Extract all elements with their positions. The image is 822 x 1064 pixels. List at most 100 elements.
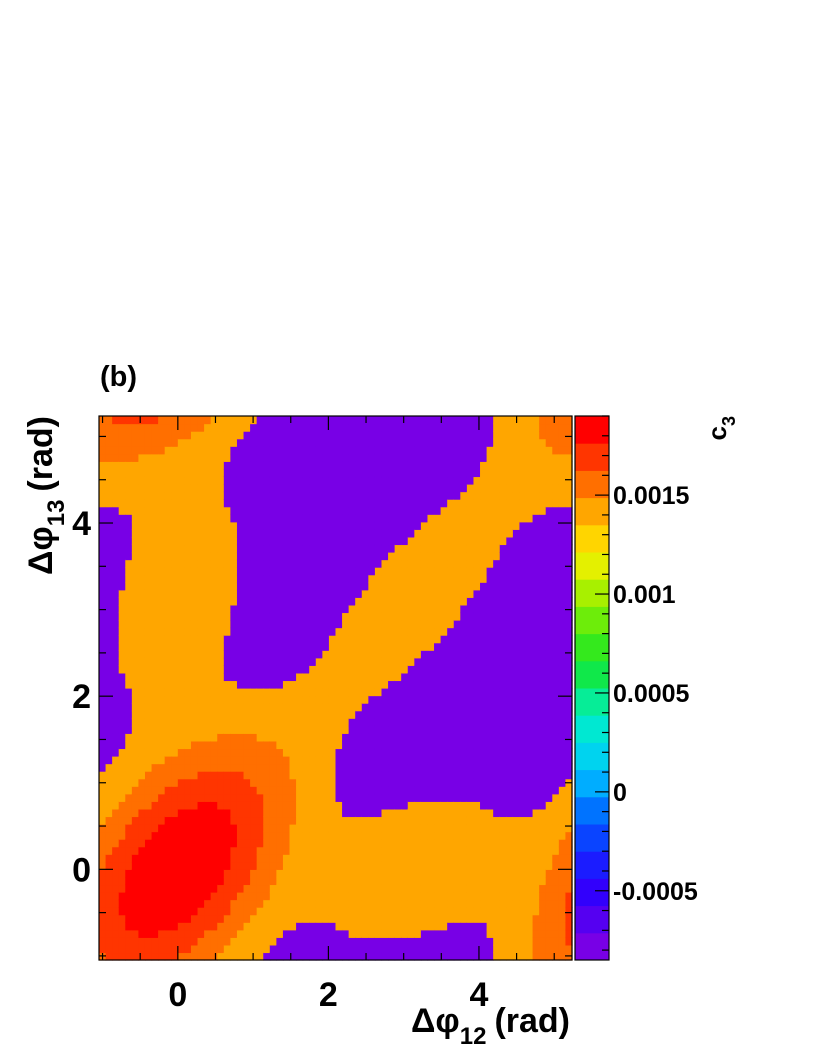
heatmap-cell xyxy=(210,824,218,833)
heatmap-cell xyxy=(131,544,140,553)
heatmap-cell xyxy=(309,793,317,802)
heatmap-cell xyxy=(466,461,475,470)
heatmap-cell xyxy=(447,499,455,508)
heatmap-cell xyxy=(480,552,488,561)
heatmap-cell xyxy=(131,816,140,825)
heatmap-cell xyxy=(256,574,264,583)
heatmap-cell xyxy=(177,831,185,840)
heatmap-cell xyxy=(158,846,166,855)
heatmap-cell xyxy=(250,786,258,795)
heatmap-cell xyxy=(460,846,468,855)
heatmap-cell xyxy=(210,597,218,606)
heatmap-cell xyxy=(480,423,488,432)
heatmap-cell xyxy=(460,499,468,508)
heatmap-cell xyxy=(171,944,179,954)
heatmap-cell xyxy=(296,453,304,462)
heatmap-cell xyxy=(105,899,113,908)
heatmap-cell xyxy=(289,725,297,734)
heatmap-cell xyxy=(256,952,264,961)
heatmap-cell xyxy=(361,952,369,961)
heatmap-cell xyxy=(171,839,179,848)
heatmap-cell xyxy=(243,484,251,493)
heatmap-cell xyxy=(466,869,475,878)
heatmap-cell xyxy=(506,929,514,938)
heatmap-cell xyxy=(105,733,113,742)
heatmap-cell xyxy=(368,476,376,485)
heatmap-cell xyxy=(204,665,212,674)
heatmap-cell xyxy=(158,438,166,447)
heatmap-cell xyxy=(499,431,507,440)
heatmap-cell xyxy=(361,484,369,493)
heatmap-cell xyxy=(355,582,363,591)
heatmap-cell xyxy=(289,461,297,470)
heatmap-cell xyxy=(230,431,238,440)
heatmap-cell xyxy=(315,597,323,606)
heatmap-cell xyxy=(112,544,120,553)
heatmap-cell xyxy=(545,612,553,621)
heatmap-cell xyxy=(315,793,323,802)
heatmap-cell xyxy=(230,582,238,591)
heatmap-cell xyxy=(210,650,218,659)
heatmap-cell xyxy=(118,869,126,878)
heatmap-cell xyxy=(263,672,271,682)
heatmap-cell xyxy=(125,839,133,848)
heatmap-cell xyxy=(506,763,514,772)
heatmap-cell xyxy=(243,620,251,629)
heatmap-cell xyxy=(164,869,172,878)
heatmap-cell xyxy=(466,824,475,833)
heatmap-cell xyxy=(118,771,126,780)
heatmap-cell xyxy=(348,786,356,795)
heatmap-cell xyxy=(368,892,376,901)
heatmap-cell xyxy=(447,801,455,810)
heatmap-cell xyxy=(184,635,192,644)
heatmap-cell xyxy=(190,899,199,908)
heatmap-cell xyxy=(151,808,159,818)
heatmap-cell xyxy=(499,672,507,682)
heatmap-cell xyxy=(486,672,494,682)
heatmap-cell xyxy=(276,839,284,848)
heatmap-cell xyxy=(388,559,396,568)
heatmap-cell xyxy=(276,567,284,576)
heatmap-cell xyxy=(223,461,231,470)
heatmap-cell xyxy=(453,854,461,863)
heatmap-cell xyxy=(512,491,521,500)
heatmap-cell xyxy=(447,612,455,621)
heatmap-cell xyxy=(401,642,409,651)
heatmap-cell xyxy=(486,416,494,425)
heatmap-cell xyxy=(151,922,159,931)
heatmap-cell xyxy=(256,876,264,886)
heatmap-cell xyxy=(204,635,212,644)
heatmap-cell xyxy=(447,635,455,644)
heatmap-cell xyxy=(263,612,271,621)
heatmap-cell xyxy=(112,740,120,750)
heatmap-cell xyxy=(473,468,481,478)
heatmap-cell xyxy=(335,808,343,818)
heatmap-cell xyxy=(545,657,553,666)
heatmap-cell xyxy=(223,627,231,636)
heatmap-cell xyxy=(328,748,337,757)
heatmap-cell xyxy=(355,801,363,810)
heatmap-cell xyxy=(256,627,264,636)
heatmap-cell xyxy=(302,816,310,825)
heatmap-cell xyxy=(276,944,284,954)
heatmap-cell xyxy=(282,567,291,576)
heatmap-cell xyxy=(532,567,540,576)
heatmap-cell xyxy=(486,657,494,666)
heatmap-cell xyxy=(447,680,455,689)
heatmap-cell xyxy=(499,468,507,478)
heatmap-cell xyxy=(118,672,126,682)
heatmap-cell xyxy=(125,567,133,576)
heatmap-cell xyxy=(125,506,133,515)
heatmap-cell xyxy=(302,672,310,682)
heatmap-cell xyxy=(328,423,337,432)
heatmap-cell xyxy=(447,650,455,659)
heatmap-cell xyxy=(401,468,409,478)
heatmap-cell xyxy=(499,461,507,470)
heatmap-cell xyxy=(545,740,553,750)
heatmap-cell xyxy=(519,416,527,425)
heatmap-cell xyxy=(210,484,218,493)
heatmap-cell xyxy=(374,627,383,636)
heatmap-cell xyxy=(453,763,461,772)
heatmap-cell xyxy=(420,635,429,644)
